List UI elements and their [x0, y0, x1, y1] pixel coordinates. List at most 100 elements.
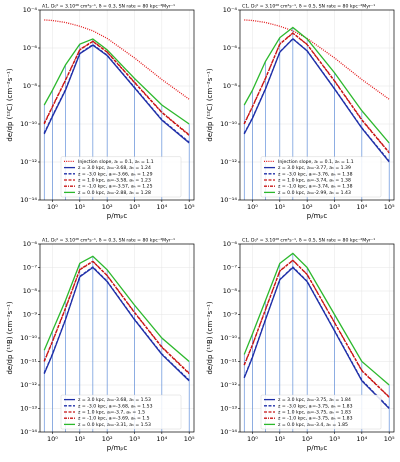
legend-box — [60, 156, 182, 198]
series-line — [43, 266, 190, 381]
series-line — [243, 259, 390, 398]
x-tick-label: 10³ — [129, 203, 140, 211]
series-line — [43, 266, 190, 382]
y-tick-label: 10⁻¹² — [220, 158, 237, 166]
chart-title: A1, D₀⁰ = 3.10²⁸ cm²s⁻¹, δ = 0.3, SN rat… — [42, 4, 175, 10]
y-tick-label: 10⁻¹⁰ — [20, 120, 37, 128]
x-axis-label: p/mₚc — [107, 212, 128, 220]
plot-frame — [39, 9, 195, 201]
y-tick-label: 10⁻¹⁴ — [220, 196, 237, 204]
panel: 10⁻¹⁴ 10⁻¹³ 10⁻¹² 10⁻¹¹ 10⁻¹⁰ 10⁻⁹ 10⁻⁸ 10⁻⁷ 10⁻… — [6, 238, 195, 453]
x-axis-label: p/mₚc — [107, 444, 128, 452]
y-tick-label: 10⁻⁹ — [223, 311, 238, 319]
legend-label: z = -1.0 kpc, aₗ=-3.74, aₕ = 1.38 — [278, 184, 353, 190]
x-tick-label: 10⁴ — [156, 435, 167, 443]
x-tick-label: 10⁴ — [156, 203, 167, 211]
legend-label: z = 3.0 kpc, aₗ=-3.68, aₕ = 1.24 — [78, 165, 151, 171]
y-tick-label: 10⁻¹⁰ — [20, 334, 37, 342]
x-tick-label: 10² — [102, 435, 113, 443]
x-tick-label: 10⁰ — [247, 203, 258, 211]
series-line — [243, 37, 390, 162]
series-line — [243, 259, 390, 398]
y-tick-label: 10⁻¹⁴ — [220, 428, 237, 436]
legend-label: z = -1.0 kpc, aₗ=-3.75, aₕ = 1.83 — [278, 416, 353, 422]
x-tick-label: 10³ — [329, 203, 340, 211]
legend-label: z = 0.0 kpc, aₗ=-2.88, aₕ = 1.28 — [78, 190, 151, 196]
legend-label: z = 1.0 kpc, aₗ=-3.7, aₕ = 1.5 — [78, 410, 145, 416]
series-line — [243, 26, 390, 144]
y-tick-label: 10⁻¹³ — [220, 405, 237, 413]
series-line — [43, 255, 190, 362]
legend-label: z = 0.0 kpc, aₗ=-3.4, aₕ = 1.85 — [278, 422, 348, 428]
legend-label: z = -1.0 kpc, aₗ=-3.69, aₕ = 1.5 — [78, 416, 150, 422]
x-tick-label: 10¹ — [74, 203, 85, 211]
y-tick-label: 10⁻¹² — [220, 381, 237, 389]
y-tick-label: 10⁻⁶ — [223, 240, 238, 248]
x-tick-label: 10⁵ — [384, 203, 395, 211]
y-tick-label: 10⁻⁶ — [23, 44, 38, 52]
y-tick-label: 10⁻⁷ — [223, 264, 238, 272]
x-axis-label: p/mₚc — [307, 212, 328, 220]
y-tick-label: 10⁻⁶ — [23, 240, 38, 248]
x-tick-label: 10³ — [129, 435, 140, 443]
y-axis-label: de/dp (¹²C) (cm⁻²s⁻¹) — [206, 68, 214, 141]
panel: 10⁻¹⁴ 10⁻¹² 10⁻¹⁰ 10⁻⁸ 10⁻⁶ 10⁻⁴ 10⁰ 10¹ 10² 10³ 1… — [6, 4, 195, 221]
series-line — [43, 43, 190, 143]
x-tick-label: 10¹ — [274, 435, 285, 443]
x-tick-label: 10² — [302, 435, 313, 443]
y-tick-label: 10⁻⁹ — [23, 311, 38, 319]
x-tick-label: 10³ — [329, 435, 340, 443]
y-axis-label: de/dp (¹¹B) (cm⁻²s⁻¹) — [6, 301, 14, 374]
y-tick-label: 10⁻¹² — [20, 381, 37, 389]
legend-label: z = -3.0 kpc, aₗ=-3.68, aₕ = 1.53 — [78, 403, 153, 409]
x-tick-label: 10⁴ — [356, 435, 367, 443]
y-tick-label: 10⁻⁴ — [223, 6, 238, 14]
legend-label: z = -1.0 kpc, aₗ=-3.57, aₕ = 1.25 — [78, 184, 153, 190]
y-tick-label: 10⁻¹³ — [20, 405, 37, 413]
y-tick-label: 10⁻¹¹ — [20, 358, 37, 366]
panel: 10⁻¹⁴ 10⁻¹³ 10⁻¹² 10⁻¹¹ 10⁻¹⁰ 10⁻⁹ 10⁻⁸ 10⁻⁷ 10⁻… — [206, 238, 395, 453]
x-tick-label: 10⁴ — [356, 203, 367, 211]
x-tick-label: 10² — [102, 203, 113, 211]
x-tick-label: 10⁰ — [47, 203, 58, 211]
y-tick-label: 10⁻¹¹ — [220, 358, 237, 366]
x-tick-label: 10¹ — [74, 435, 85, 443]
legend-box — [60, 394, 182, 430]
legend-label: z = 3.0 kpc, aₗ=-3.77, aₕ = 1.39 — [278, 165, 351, 171]
legend-label: z = 1.0 kpc, aₗ=-3.75, aₕ = 1.83 — [278, 410, 351, 416]
legend-label: z = 1.0 kpc, aₗ=-3.58, aₕ = 1.23 — [78, 178, 151, 184]
legend-label: z = 0.0 kpc, aₗ=-3.31, aₕ = 1.53 — [78, 422, 151, 428]
legend-label: z = 0.0 kpc, aₗ=-2.99, aₕ = 1.43 — [278, 190, 351, 196]
y-tick-label: 10⁻⁷ — [23, 264, 38, 272]
legend-label: Injection slope, aₗ = 0.1, aₕ = 1.1 — [78, 159, 154, 165]
y-tick-label: 10⁻¹⁰ — [220, 120, 237, 128]
series-line — [43, 38, 190, 125]
x-axis-label: p/mₚc — [307, 444, 328, 452]
series-line — [243, 266, 390, 409]
plot-frame — [39, 243, 195, 433]
legend-label: z = 3.0 kpc, aₗ=-3.68, aₕ = 1.53 — [78, 397, 151, 403]
legend-label: z = -3.0 kpc, aₗ=-3.76, aₕ = 1.38 — [278, 171, 353, 177]
y-tick-label: 10⁻⁸ — [223, 287, 238, 295]
panel: 10⁻¹⁴ 10⁻¹² 10⁻¹⁰ 10⁻⁸ 10⁻⁶ 10⁻⁴ 10⁰ 10¹ 10² 10³ 1… — [206, 4, 395, 221]
series-line — [243, 32, 390, 153]
x-tick-label: 10⁰ — [47, 435, 58, 443]
x-tick-label: 10² — [302, 203, 313, 211]
plot-frame — [239, 243, 395, 433]
y-tick-label: 10⁻¹⁴ — [20, 428, 37, 436]
x-tick-label: 10⁵ — [384, 435, 395, 443]
y-axis-label: de/dp (¹²C) (cm⁻²s⁻¹) — [6, 68, 14, 141]
y-tick-label: 10⁻¹⁰ — [220, 334, 237, 342]
y-tick-label: 10⁻⁸ — [23, 287, 38, 295]
legend-label: z = 1.0 kpc, aₗ=-3.74, aₕ = 1.38 — [278, 178, 351, 184]
legend-label: z = -3.0 kpc, aₗ=-3.75, aₕ = 1.83 — [278, 403, 353, 409]
legend-label: Injection slope, aₗ = 0.1, aₕ = 1.1 — [278, 159, 354, 165]
series-line — [43, 40, 190, 136]
legend-box — [260, 156, 382, 198]
y-tick-label: 10⁻⁸ — [223, 82, 238, 90]
y-tick-label: 10⁻⁴ — [23, 6, 38, 14]
y-tick-label: 10⁻¹² — [20, 158, 37, 166]
y-tick-label: 10⁻¹⁴ — [20, 196, 37, 204]
x-tick-label: 10¹ — [274, 203, 285, 211]
